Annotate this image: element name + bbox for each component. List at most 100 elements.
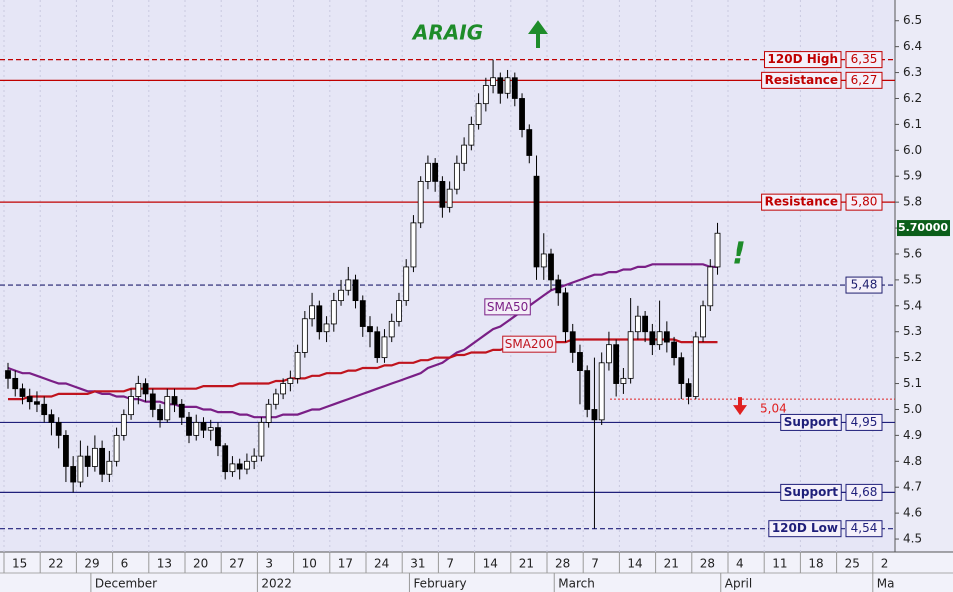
x-tick-label: 31 (410, 557, 425, 571)
candle-body (157, 409, 163, 421)
x-tick-label: 14 (627, 557, 642, 571)
x-tick-label: 28 (555, 557, 570, 571)
candle-body (142, 383, 149, 395)
level-value-box (845, 520, 883, 538)
candle-body (417, 181, 424, 224)
candle-body (656, 331, 663, 346)
candle-body (55, 422, 62, 436)
candle-body (374, 331, 381, 359)
candle-body (287, 377, 294, 384)
candle-body (149, 393, 156, 410)
candle-body (714, 232, 721, 268)
candle-body (410, 222, 417, 268)
candle-body (280, 383, 287, 395)
candle-body (352, 279, 359, 302)
candle-body (519, 98, 525, 130)
x-tick-label: 6 (121, 557, 129, 571)
candle-body (5, 370, 11, 379)
level-value-box (845, 413, 883, 431)
level-value-label: 4,54 (851, 521, 878, 535)
signal-mark: ! (732, 237, 746, 272)
x-tick-label: 27 (229, 557, 244, 571)
candle-body (171, 396, 178, 405)
y-tick-label: 5.4 (903, 298, 922, 312)
y-tick-label: 4.5 (903, 532, 922, 546)
x-tick-label: 24 (374, 557, 389, 571)
candle-body (627, 331, 634, 379)
y-tick-label: 5.6 (903, 246, 922, 260)
plot-area (0, 0, 895, 552)
chart-title: ARAIG (411, 21, 483, 45)
down-arrow (733, 397, 747, 416)
y-tick-label: 5.5 (903, 272, 922, 286)
level-value-box (845, 483, 883, 501)
last-price-label: 5.70000 (898, 221, 948, 234)
candle-body (309, 305, 315, 320)
candle-body (569, 331, 576, 353)
candle-body (301, 318, 308, 353)
level-name: Resistance (765, 195, 838, 209)
candle-body (497, 77, 504, 94)
candle-body (606, 344, 612, 364)
level-value-box (845, 276, 883, 294)
x-tick-label: 2 (881, 557, 889, 571)
level-value-label: 6,35 (851, 52, 878, 66)
x-axis-area (0, 552, 953, 592)
candle-body (113, 434, 120, 462)
y-tick-label: 5.8 (903, 195, 922, 209)
month-label: December (95, 577, 157, 591)
x-tick-label: 22 (48, 557, 63, 571)
x-tick-label: 14 (483, 557, 498, 571)
level-name: 120D High (768, 52, 838, 66)
candle-body (613, 344, 620, 384)
y-tick-label: 4.6 (903, 506, 922, 520)
month-label: March (558, 577, 595, 591)
candle-body (598, 362, 605, 421)
candle-body (26, 396, 33, 403)
x-tick-label: 29 (84, 557, 99, 571)
candle-body (178, 403, 185, 418)
candle-body (475, 103, 482, 125)
candle-body (548, 253, 554, 281)
y-tick-label: 5.0 (903, 402, 922, 416)
y-tick-label: 5.3 (903, 324, 922, 338)
level-value-box (845, 71, 883, 89)
candle-body (91, 447, 98, 467)
candle-body (135, 383, 142, 397)
candle-body (692, 336, 699, 397)
candle-body (84, 455, 91, 467)
x-tick-label: 13 (157, 557, 172, 571)
month-label: Ma (877, 577, 895, 591)
x-tick-label: 18 (808, 557, 823, 571)
candle-body (649, 331, 656, 346)
candle-body (215, 427, 221, 447)
candle-body (700, 305, 706, 338)
candle-body (200, 422, 207, 431)
candle-body (265, 403, 272, 423)
y-tick-label: 6.2 (903, 91, 922, 105)
candle-body (685, 383, 692, 397)
candle-body (106, 460, 113, 475)
x-tick-label: 15 (12, 557, 27, 571)
candle-body (403, 266, 410, 302)
x-tick-label: 28 (700, 557, 715, 571)
candle-body (128, 396, 134, 416)
candle-body (620, 377, 627, 384)
indicator-label: SMA50 (487, 300, 528, 314)
candle-body (244, 460, 250, 470)
level-value-label: 5,48 (851, 278, 878, 292)
candle-body (34, 401, 40, 405)
month-label: April (725, 577, 752, 591)
y-tick-label: 5.1 (903, 376, 922, 390)
candle-body (19, 388, 26, 397)
candle-body (446, 188, 453, 208)
level-value-label: 4,95 (851, 415, 878, 429)
level-name: Support (784, 485, 839, 499)
month-label: February (413, 577, 466, 591)
y-tick-label: 6.0 (903, 143, 922, 157)
candle-body (359, 300, 366, 327)
candle-body (70, 466, 77, 483)
x-tick-label: 7 (591, 557, 599, 571)
candle-body (663, 331, 670, 343)
